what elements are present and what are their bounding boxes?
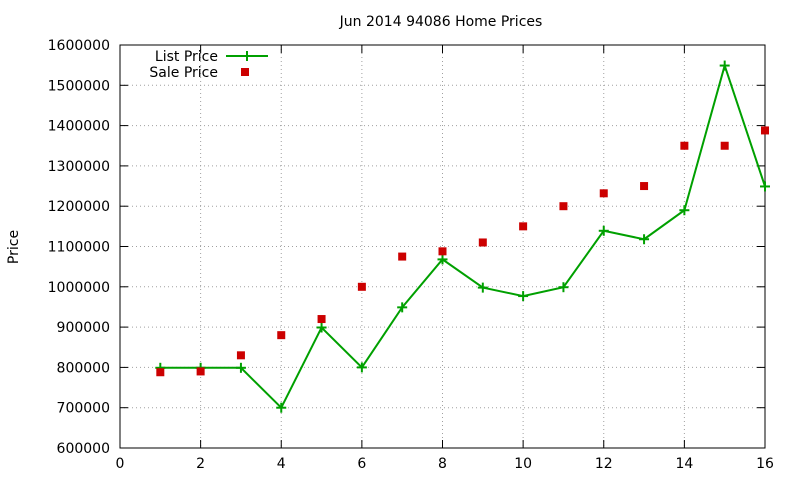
x-tick-label: 6 (357, 456, 366, 472)
list-price-point (316, 322, 327, 333)
list-price-point (760, 181, 770, 192)
list-price-point (356, 362, 367, 373)
sale-price-point (680, 141, 689, 150)
y-tick-label: 1400000 (48, 119, 110, 135)
y-tick-label: 1100000 (48, 240, 110, 256)
sale-price-point (519, 222, 528, 231)
y-tick-label: 1000000 (48, 280, 110, 296)
chart-title: Jun 2014 94086 Home Prices (339, 14, 543, 30)
series-sale-price (156, 126, 769, 377)
sale-price-point (156, 368, 165, 377)
y-tick-label: 800000 (57, 360, 110, 376)
x-tick-label: 4 (277, 456, 286, 472)
sale-price-point (277, 331, 286, 340)
list-price-point (477, 282, 488, 293)
y-tick-label: 1300000 (48, 159, 110, 175)
sale-price-point (438, 247, 447, 256)
y-tick-label: 900000 (57, 320, 110, 336)
list-price-point (235, 362, 246, 373)
x-tick-label: 2 (196, 456, 205, 472)
list-price-point (558, 282, 569, 293)
list-price-line (160, 62, 766, 410)
list-price-point (437, 254, 448, 265)
list-price-point (518, 291, 529, 302)
sale-price-point (196, 367, 205, 376)
y-tick-label: 1200000 (48, 199, 110, 215)
x-tick-label: 14 (675, 456, 693, 472)
sale-price-point (317, 315, 326, 324)
list-price-point (719, 60, 730, 71)
y-tick-label: 1500000 (48, 78, 110, 94)
list-price-point (276, 402, 287, 413)
sale-price-point (236, 351, 245, 360)
list-price-point (397, 302, 408, 313)
legend-label: Sale Price (149, 65, 218, 81)
y-tick-label: 1600000 (48, 38, 110, 54)
sale-price-point (559, 202, 568, 211)
x-tick-label: 12 (595, 456, 613, 472)
series-layer (155, 60, 770, 413)
sale-price-point (761, 126, 769, 135)
legend-plus-swatch (242, 51, 252, 61)
axis-ticks: 0 2 4 6 8 10 12 14 16 600000 700000 800000 900000 100… (48, 38, 774, 472)
x-tick-label: 8 (438, 456, 447, 472)
y-axis-label: Price (6, 230, 22, 264)
sale-price-point (599, 189, 608, 198)
legend-square-swatch (241, 68, 249, 76)
grid (120, 45, 765, 448)
x-tick-label: 10 (514, 456, 532, 472)
sale-price-point (720, 141, 729, 150)
series-list-price (155, 60, 770, 413)
sale-price-point (478, 238, 487, 247)
sale-price-point (640, 182, 649, 191)
x-tick-label: 0 (116, 456, 125, 472)
list-price-point (679, 205, 690, 216)
y-tick-label: 600000 (57, 441, 110, 457)
legend-label: List Price (155, 49, 218, 65)
y-tick-label: 700000 (57, 401, 110, 417)
sale-price-point (398, 252, 407, 261)
list-price-point (639, 234, 650, 245)
sale-price-point (357, 282, 366, 291)
list-price-point (598, 225, 609, 236)
x-tick-label: 16 (756, 456, 774, 472)
